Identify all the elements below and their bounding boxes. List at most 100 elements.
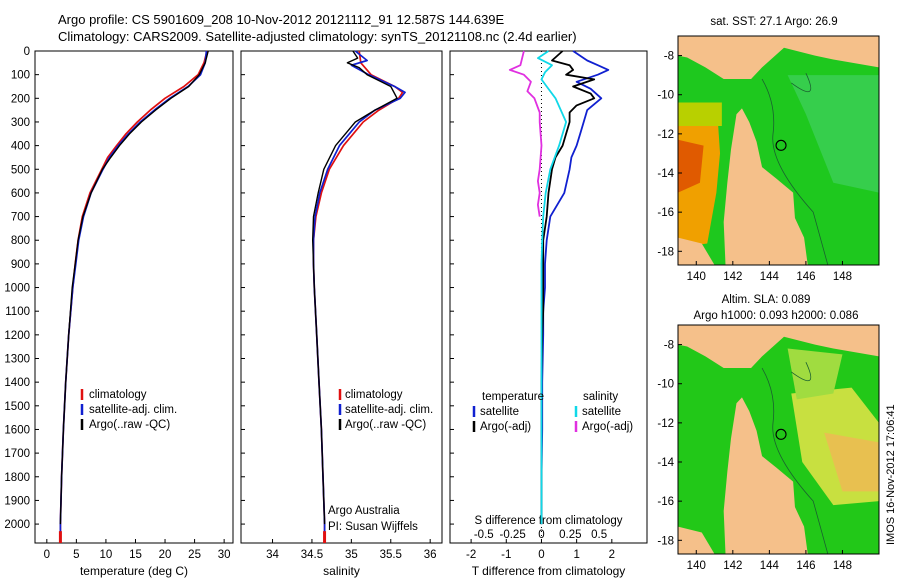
temp-x-tick-label: 15 xyxy=(129,549,142,561)
sla-lon-tick-label: 140 xyxy=(687,560,706,572)
diff-legend-temperature-item: satellite xyxy=(480,406,519,418)
sla-peak-patch xyxy=(824,432,879,492)
difference-panel: -2 -1 0 1 2 -0.5 -0.25 0 0.25 0.5 S difference fro… xyxy=(449,50,648,578)
depth-tick-label: 1900 xyxy=(4,495,30,507)
sla-map-content xyxy=(678,325,879,554)
sal-x-tick-label: 34.5 xyxy=(301,549,323,561)
sst-new-guinea xyxy=(678,36,879,80)
sla-map-frame xyxy=(677,324,880,555)
sst-lat-tick-label: -18 xyxy=(657,246,674,258)
sst-map-panel: sat. SST: 27.1 Argo: 26.9 140 142 144 146 148… xyxy=(657,16,880,283)
diff-S-tick-label: -0.5 xyxy=(474,529,494,541)
diff-legend-temperature-item: Argo(-adj) xyxy=(480,421,531,433)
sst-coral-patch xyxy=(787,75,879,193)
depth-tick-label: 200 xyxy=(11,93,30,105)
sla-lon-tick-label: 144 xyxy=(760,560,780,572)
depth-tick-label: 1200 xyxy=(4,330,30,342)
diff-T-argo-line xyxy=(540,50,596,525)
sal-argo-line xyxy=(312,50,398,525)
sal-x-tick-label: 35 xyxy=(345,549,358,561)
diff-S-axis-label: S difference from climatology xyxy=(474,515,622,527)
sla-lat-tick-label: -8 xyxy=(664,340,674,352)
diff-legend-temperature-heading: temperature xyxy=(482,391,544,403)
depth-tick-label: 1600 xyxy=(4,424,30,436)
depth-tick-label: 800 xyxy=(11,235,30,247)
sla-lat-tick-label: -10 xyxy=(657,379,674,391)
diff-T-tick-label: -1 xyxy=(501,549,511,561)
sla-lon-tick-label: 148 xyxy=(833,560,852,572)
sst-lon-tick-label: 142 xyxy=(723,271,742,283)
depth-tick-label: 900 xyxy=(11,259,30,271)
depth-tick-label: 100 xyxy=(11,70,30,82)
depth-tick-label: 400 xyxy=(11,141,30,153)
sla-map-title-line2: Argo h1000: 0.093 h2000: 0.086 xyxy=(694,310,859,322)
depth-tick-label: 1300 xyxy=(4,354,30,366)
sst-cape-york xyxy=(723,108,808,265)
temp-legend-label: satellite-adj. clim. xyxy=(89,404,177,416)
temp-x-tick-label: 5 xyxy=(73,549,79,561)
depth-tick-label: 300 xyxy=(11,117,30,129)
sla-contour-north xyxy=(791,362,812,382)
sal-legend-label: Argo(..raw -QC) xyxy=(345,419,426,431)
sla-lon-tick-label: 146 xyxy=(796,560,815,572)
temp-x-axis-label: temperature (deg C) xyxy=(80,564,188,578)
sla-cape-york xyxy=(723,397,808,554)
temp-x-tick-label: 25 xyxy=(188,549,201,561)
diff-T-tick-label: 2 xyxy=(609,549,615,561)
sst-map-content xyxy=(678,36,879,265)
temp-x-tick-label: 30 xyxy=(218,549,231,561)
sst-lat-tick-label: -16 xyxy=(657,207,674,219)
difference-frame xyxy=(449,50,648,544)
temp-x-tick-label: 10 xyxy=(100,549,113,561)
sla-lat-tick-label: -16 xyxy=(657,496,674,508)
sst-lat-tick-label: -12 xyxy=(657,129,674,141)
sla-float-marker xyxy=(775,428,787,440)
diff-T-axis-label: T difference from climatology xyxy=(472,564,626,578)
temp-argo-line xyxy=(59,50,209,525)
sst-contour xyxy=(761,78,829,265)
depth-tick-label: 700 xyxy=(11,212,30,224)
diff-S-satellite-line xyxy=(537,50,567,525)
sst-map-title: sat. SST: 27.1 Argo: 26.9 xyxy=(710,16,837,28)
sla-map-panel: Altim. SLA: 0.089 Argo h1000: 0.093 h2000… xyxy=(657,294,880,572)
sal-x-tick-label: 34 xyxy=(266,549,279,561)
sst-lon-tick-label: 148 xyxy=(833,271,852,283)
depth-tick-label: 500 xyxy=(11,164,30,176)
sst-lon-tick-label: 140 xyxy=(687,271,706,283)
sal-x-tick-label: 36 xyxy=(424,549,437,561)
figure-title-line1: Argo profile: CS 5901609_208 10-Nov-2012… xyxy=(58,12,505,27)
diff-T-tick-label: -2 xyxy=(466,549,476,561)
sla-lat-tick-label: -14 xyxy=(657,457,674,469)
diff-S-tick-label: 0.25 xyxy=(559,529,581,541)
depth-tick-label: 1800 xyxy=(4,472,30,484)
sst-hot-patch xyxy=(678,139,704,193)
salinity-panel: 34 34.5 35 35.5 36 salinity climatology satelli… xyxy=(240,50,443,578)
figure-title-line2: Climatology: CARS2009. Satellite-adjuste… xyxy=(58,29,577,44)
sla-lat-tick-label: -18 xyxy=(657,535,674,547)
sla-lat-tick-label: -12 xyxy=(657,418,674,430)
sal-x-axis-label: salinity xyxy=(323,564,360,578)
temp-x-tick-label: 0 xyxy=(44,549,50,561)
temperature-panel: 0100200300400500600700800900100011001200… xyxy=(4,46,234,578)
sst-yellow-band xyxy=(678,102,722,127)
sla-gulf-coast xyxy=(678,526,715,554)
depth-tick-label: 1400 xyxy=(4,377,30,389)
depth-tick-label: 1500 xyxy=(4,401,30,413)
sla-new-guinea xyxy=(678,325,879,369)
sst-lat-tick-label: -14 xyxy=(657,168,674,180)
sst-lon-tick-label: 146 xyxy=(796,271,815,283)
diff-legend-salinity-item: satellite xyxy=(582,406,621,418)
diff-S-argo-line xyxy=(508,50,543,217)
depth-tick-label: 1000 xyxy=(4,283,30,295)
sst-gulf-coast xyxy=(678,237,715,265)
sla-lon-tick-label: 142 xyxy=(723,560,742,572)
imos-timestamp: IMOS 16-Nov-2012 17:06:41 xyxy=(885,404,897,545)
diff-S-tick-label: -0.25 xyxy=(500,529,526,541)
sal-annotation-line1: Argo Australia xyxy=(328,505,400,517)
diff-S-tick-label: 0.5 xyxy=(591,529,607,541)
diff-T-tick-label: 1 xyxy=(573,549,579,561)
diff-T-tick-label: 0 xyxy=(538,549,544,561)
sst-map-frame xyxy=(677,35,880,266)
depth-tick-label: 1100 xyxy=(5,306,30,318)
